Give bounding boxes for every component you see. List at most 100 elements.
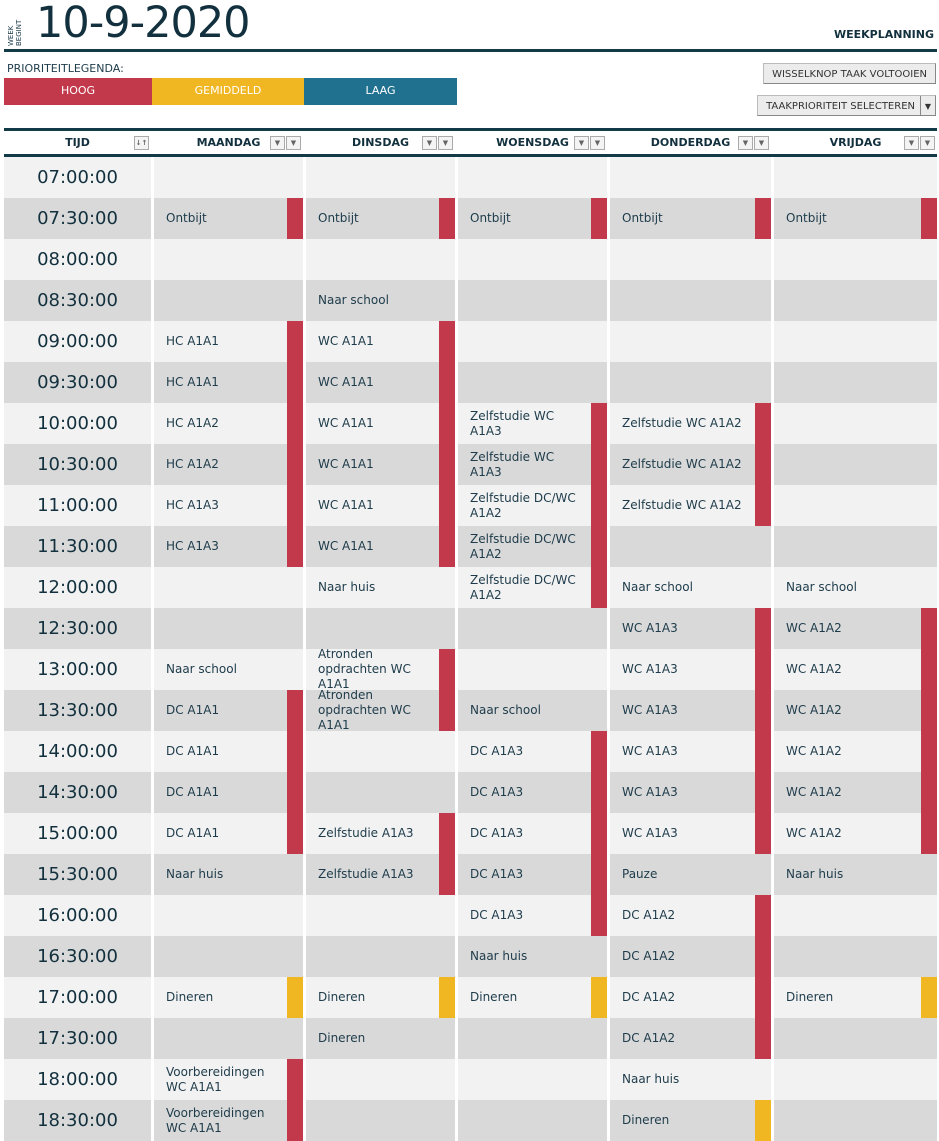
schedule-cell[interactable]: WC A1A3 <box>610 649 771 690</box>
schedule-cell[interactable]: Dineren <box>306 977 455 1018</box>
schedule-cell[interactable]: WC A1A3 <box>610 731 771 772</box>
schedule-cell[interactable] <box>154 280 303 321</box>
chevron-down-icon[interactable]: ▼ <box>920 96 935 115</box>
schedule-cell[interactable] <box>154 239 303 280</box>
schedule-cell[interactable]: DC A1A1 <box>154 813 303 854</box>
schedule-cell[interactable] <box>154 936 303 977</box>
schedule-cell[interactable]: Ontbijt <box>306 198 455 239</box>
schedule-cell[interactable] <box>458 649 607 690</box>
schedule-cell[interactable]: Naar huis <box>610 1059 771 1100</box>
schedule-cell[interactable] <box>306 608 455 649</box>
schedule-cell[interactable] <box>458 1059 607 1100</box>
schedule-cell[interactable] <box>306 157 455 198</box>
schedule-cell[interactable] <box>154 608 303 649</box>
schedule-cell[interactable]: HC A1A1 <box>154 321 303 362</box>
schedule-cell[interactable]: Zelfstudie WC A1A3 <box>458 403 607 444</box>
schedule-cell[interactable]: Zelfstudie A1A3 <box>306 854 455 895</box>
schedule-cell[interactable]: WC A1A2 <box>774 608 937 649</box>
schedule-cell[interactable] <box>774 895 937 936</box>
schedule-cell[interactable]: Atronden opdrachten WC A1A1 <box>306 649 455 690</box>
schedule-cell[interactable]: Ontbijt <box>610 198 771 239</box>
schedule-cell[interactable]: Dineren <box>610 1100 771 1141</box>
schedule-cell[interactable] <box>458 280 607 321</box>
schedule-cell[interactable] <box>306 936 455 977</box>
schedule-cell[interactable]: DC A1A1 <box>154 731 303 772</box>
schedule-cell[interactable] <box>774 1100 937 1141</box>
schedule-cell[interactable] <box>774 157 937 198</box>
schedule-cell[interactable]: HC A1A2 <box>154 444 303 485</box>
schedule-cell[interactable] <box>306 1059 455 1100</box>
schedule-cell[interactable]: WC A1A3 <box>610 813 771 854</box>
schedule-cell[interactable]: Zelfstudie WC A1A2 <box>610 444 771 485</box>
schedule-cell[interactable] <box>610 321 771 362</box>
schedule-cell[interactable]: WC A1A2 <box>774 772 937 813</box>
schedule-cell[interactable]: WC A1A1 <box>306 321 455 362</box>
schedule-cell[interactable]: DC A1A3 <box>458 772 607 813</box>
schedule-cell[interactable]: WC A1A1 <box>306 362 455 403</box>
schedule-cell[interactable]: DC A1A2 <box>610 936 771 977</box>
schedule-cell[interactable] <box>774 444 937 485</box>
schedule-cell[interactable]: Voorbereidingen WC A1A1 <box>154 1059 303 1100</box>
schedule-cell[interactable]: DC A1A2 <box>610 1018 771 1059</box>
schedule-cell[interactable]: Zelfstudie A1A3 <box>306 813 455 854</box>
schedule-cell[interactable]: Naar huis <box>458 936 607 977</box>
schedule-cell[interactable] <box>774 1018 937 1059</box>
schedule-cell[interactable] <box>774 526 937 567</box>
schedule-cell[interactable] <box>458 608 607 649</box>
schedule-cell[interactable] <box>458 239 607 280</box>
schedule-cell[interactable]: Zelfstudie DC/WC A1A2 <box>458 567 607 608</box>
schedule-cell[interactable]: DC A1A2 <box>610 977 771 1018</box>
schedule-cell[interactable]: WC A1A3 <box>610 772 771 813</box>
schedule-cell[interactable]: Voorbereidingen WC A1A1 <box>154 1100 303 1141</box>
schedule-cell[interactable] <box>774 280 937 321</box>
schedule-cell[interactable]: Zelfstudie DC/WC A1A2 <box>458 526 607 567</box>
schedule-cell[interactable]: DC A1A3 <box>458 895 607 936</box>
schedule-cell[interactable]: HC A1A3 <box>154 526 303 567</box>
schedule-cell[interactable]: WC A1A2 <box>774 731 937 772</box>
schedule-cell[interactable]: Dineren <box>154 977 303 1018</box>
schedule-cell[interactable] <box>154 1018 303 1059</box>
schedule-cell[interactable]: Pauze <box>610 854 771 895</box>
schedule-cell[interactable]: Ontbijt <box>774 198 937 239</box>
schedule-cell[interactable] <box>610 239 771 280</box>
schedule-cell[interactable]: Ontbijt <box>154 198 303 239</box>
sort-icon[interactable]: ↓↑ <box>134 136 149 150</box>
schedule-cell[interactable]: WC A1A1 <box>306 526 455 567</box>
schedule-cell[interactable] <box>774 403 937 444</box>
schedule-cell[interactable]: Naar huis <box>154 854 303 895</box>
schedule-cell[interactable]: HC A1A2 <box>154 403 303 444</box>
schedule-cell[interactable] <box>306 731 455 772</box>
schedule-cell[interactable]: WC A1A1 <box>306 485 455 526</box>
schedule-cell[interactable]: WC A1A3 <box>610 608 771 649</box>
schedule-cell[interactable] <box>610 280 771 321</box>
schedule-cell[interactable] <box>458 1018 607 1059</box>
toggle-task-complete-button[interactable]: WISSELKNOP TAAK VOLTOOIEN <box>763 63 936 84</box>
schedule-cell[interactable] <box>774 362 937 403</box>
schedule-cell[interactable] <box>306 1100 455 1141</box>
schedule-cell[interactable] <box>458 1100 607 1141</box>
schedule-cell[interactable] <box>610 157 771 198</box>
schedule-cell[interactable] <box>774 239 937 280</box>
schedule-cell[interactable]: Zelfstudie DC/WC A1A2 <box>458 485 607 526</box>
schedule-cell[interactable] <box>774 321 937 362</box>
schedule-cell[interactable] <box>306 772 455 813</box>
schedule-cell[interactable] <box>306 239 455 280</box>
dropdown-icon[interactable]: ▼ <box>738 136 753 150</box>
schedule-cell[interactable]: Naar school <box>154 649 303 690</box>
dropdown-icon[interactable]: ▼ <box>422 136 437 150</box>
schedule-cell[interactable] <box>774 936 937 977</box>
schedule-cell[interactable]: DC A1A1 <box>154 772 303 813</box>
dropdown-icon[interactable]: ▼ <box>904 136 919 150</box>
dropdown-icon[interactable]: ▼ <box>574 136 589 150</box>
schedule-cell[interactable]: Naar huis <box>774 854 937 895</box>
schedule-cell[interactable]: HC A1A1 <box>154 362 303 403</box>
schedule-cell[interactable]: Naar school <box>774 567 937 608</box>
schedule-cell[interactable]: WC A1A3 <box>610 690 771 731</box>
schedule-cell[interactable] <box>458 321 607 362</box>
schedule-cell[interactable]: WC A1A2 <box>774 813 937 854</box>
schedule-cell[interactable] <box>458 362 607 403</box>
schedule-cell[interactable]: Naar huis <box>306 567 455 608</box>
schedule-cell[interactable]: DC A1A3 <box>458 731 607 772</box>
select-priority-dropdown[interactable]: TAAKPRIORITEIT SELECTEREN ▼ <box>757 95 936 116</box>
schedule-cell[interactable]: DC A1A1 <box>154 690 303 731</box>
